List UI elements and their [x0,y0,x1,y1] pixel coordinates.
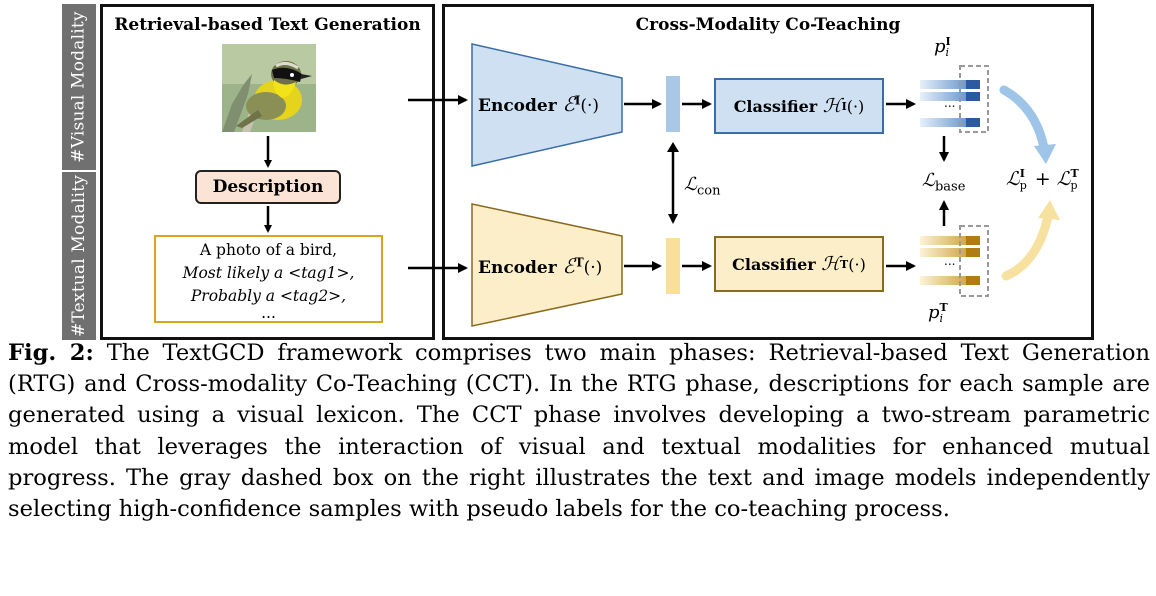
cct-title: Cross-Modality Co-Teaching [635,15,901,35]
figure-caption: Fig. 2: The TextGCD framework comprises … [8,338,1150,525]
text-line-3: Probably a <tag2>, [190,287,347,305]
loss-con-label: ℒcon [684,174,721,199]
curved-arrow-visual [999,85,1049,153]
text-bars-ellipsis: ... [944,254,956,268]
description-box: Description [195,170,341,204]
text-encoder-shape [471,203,623,327]
text-line-2: Most likely a <tag1>, [182,264,355,282]
text-classifier-box: Classifier ℋ T (·) [714,236,884,292]
cct-diagram [408,43,1060,327]
caption-body: The TextGCD framework comprises two main… [8,340,1150,523]
text-encoder-label: Encoder ℰT(·) [478,254,603,278]
text-prediction-bars [920,225,989,297]
framework-figure: #Visual Modality #Textual Modality Retri… [62,4,1094,340]
visual-modality-tab: #Visual Modality [62,4,96,170]
bird-photo [222,44,316,132]
image-bars-ellipsis: ... [944,96,956,110]
image-classifier-box: Classifier ℋ I (·) [714,78,884,134]
image-encoder-shape [471,43,623,167]
image-prediction-bars [920,65,989,133]
loss-base-label: ℒbase [922,170,966,195]
curved-arrow-textual [1001,211,1053,281]
caption-lead: Fig. 2: [8,340,94,366]
description-label: Description [212,177,324,197]
rtg-arrows [264,136,272,233]
text-selection-dashed-box [959,225,989,297]
rtg-title: Retrieval-based Text Generation [114,15,421,35]
generated-text-box: A photo of a bird, Most likely a <tag1>,… [154,235,383,323]
text-feature-bar [666,238,680,294]
text-line-1: A photo of a bird, [199,241,338,259]
image-selection-dashed-box [959,65,989,133]
text-line-4: ... [261,304,276,322]
image-feature-bar [666,76,680,132]
image-encoder-label: Encoder ℰI(·) [478,92,599,116]
textual-modality-tab: #Textual Modality [62,172,96,340]
